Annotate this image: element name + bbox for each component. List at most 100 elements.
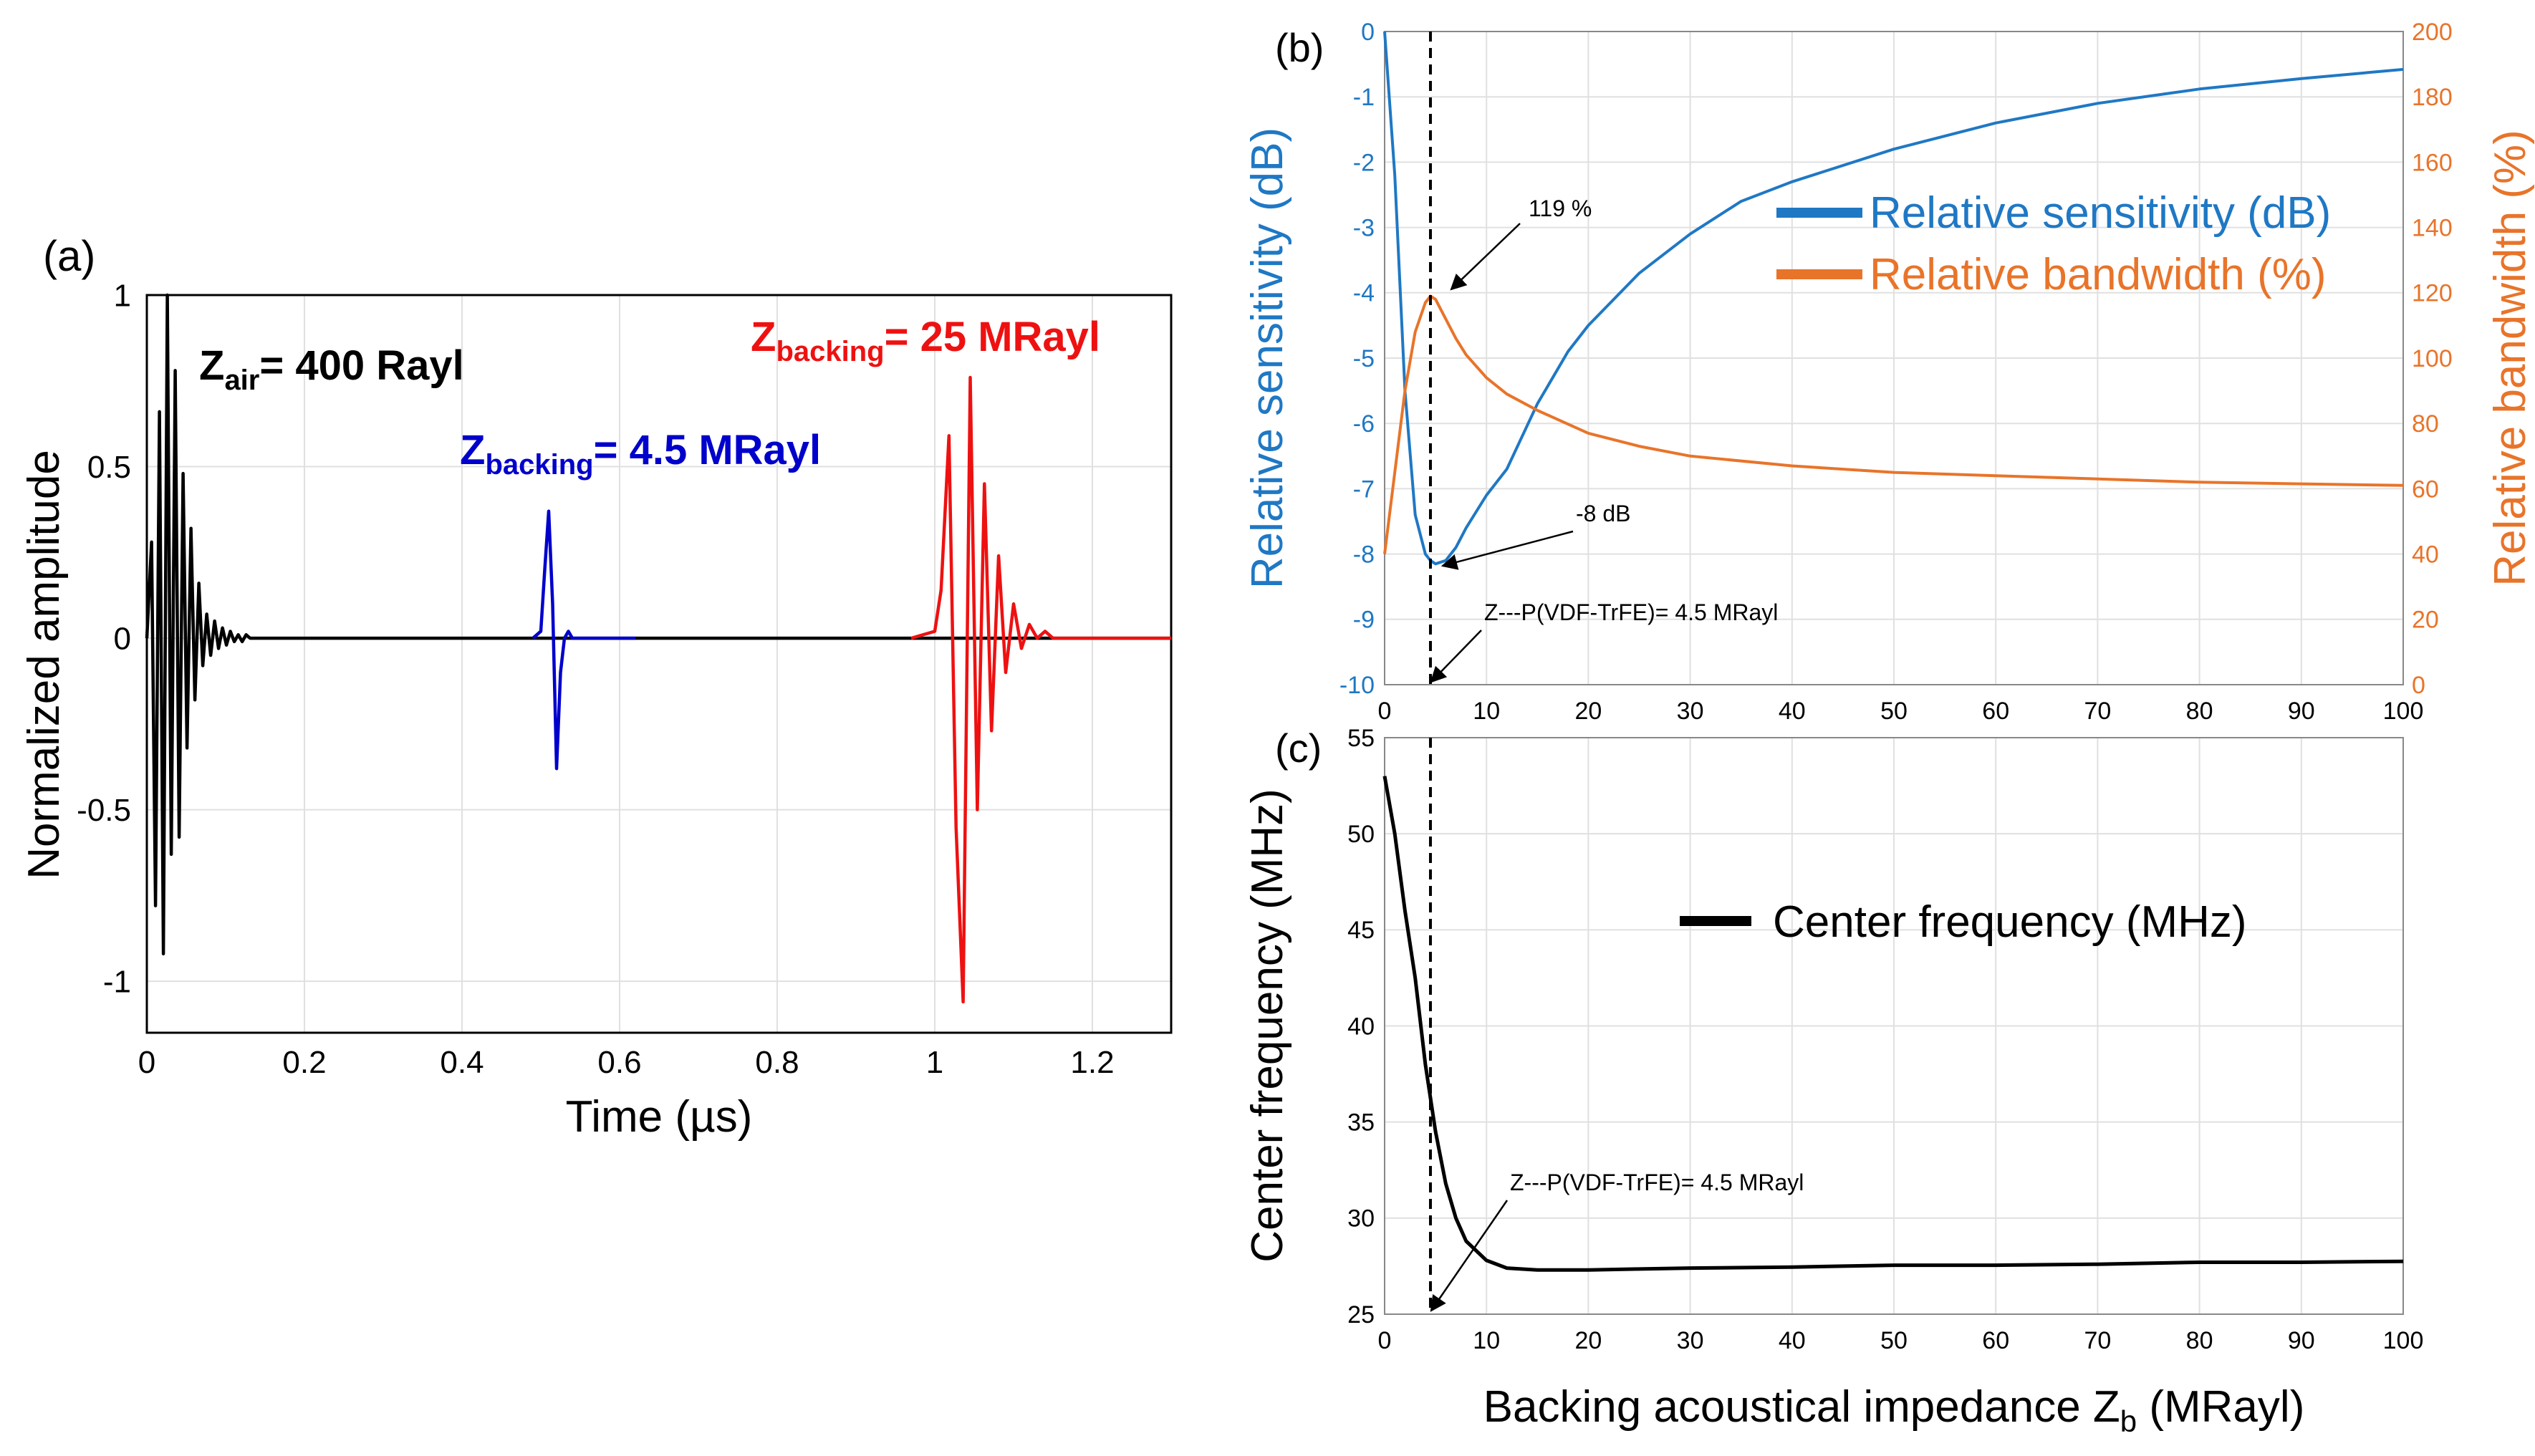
panel-b-ylabel-left: Relative sensitivity (dB): [1243, 127, 1292, 589]
y-right-tick-label: 0: [2412, 672, 2425, 699]
panel-a-label: (a): [43, 232, 95, 280]
y-tick-label: -5: [1353, 345, 1375, 372]
x-tick-label: 70: [2084, 1327, 2111, 1354]
x-tick-label: 90: [2288, 698, 2315, 725]
y-tick-label: -4: [1353, 280, 1375, 307]
panel-b: 0 10 20 30 40 50 60 70 80 90 1000-1-2-3-4-5-6-7-8-…: [1243, 19, 2535, 725]
x-tick-label: 30: [1677, 1327, 1704, 1354]
y-tick-label: 40: [1347, 1013, 1375, 1040]
panel-c-ylabel: Center frequency (MHz): [1243, 789, 1292, 1263]
x-tick-label: 30: [1677, 698, 1704, 725]
y-tick-label: 50: [1347, 821, 1375, 848]
y-tick-label: 35: [1347, 1109, 1375, 1137]
annotation-pvdf-impedance-c-arrow: [1430, 1200, 1509, 1312]
annotation-z-backing-blue-main: Z: [460, 427, 485, 473]
panel-a-frame: [145, 294, 1173, 1034]
panel-a: 0 0.2 0.4 0.6 0.8 1 1.2 -1 -0.5 0 0.5 1 (a) Time (µ…: [19, 232, 1173, 1142]
annotation-z-backing-red-sub: backing: [776, 336, 884, 367]
annotation-pvdf-impedance-b-text: Z---P(VDF-TrFE)= 4.5 MRayl: [1484, 599, 1778, 625]
x-tick-label: 0.8: [755, 1045, 799, 1080]
x-tick-label: 0: [138, 1045, 155, 1080]
y-right-tick-label: 140: [2412, 215, 2453, 242]
x-tick-label: 0: [1378, 698, 1392, 725]
y-tick-label: -8: [1353, 541, 1375, 569]
panel-b-ylabel-right: Relative bandwidth (%): [2486, 130, 2535, 587]
annotation-z-air-sub: air: [224, 365, 259, 396]
series-line: [145, 293, 1171, 956]
legend-label-bandwidth: Relative bandwidth (%): [1870, 250, 2327, 299]
panel-c-legend: Center frequency (MHz): [1680, 897, 2247, 947]
panel-b-grid: [1384, 31, 2404, 685]
annotation-pvdf-impedance-b-arrow: [1430, 630, 1482, 683]
annotation-pvdf-impedance-b: Z---P(VDF-TrFE)= 4.5 MRayl: [1430, 599, 1778, 683]
y-right-tick-label: 80: [2412, 410, 2439, 438]
y-tick-label: 1: [114, 278, 131, 313]
y-right-tick-label: 160: [2412, 149, 2453, 176]
x-tick-label: 80: [2186, 1327, 2213, 1354]
y-tick-label: -9: [1353, 607, 1375, 634]
series-line: [1383, 294, 2404, 554]
y-tick-label: 30: [1347, 1205, 1375, 1233]
annotation-min-sensitivity-arrow: [1440, 530, 1574, 570]
panel-b-frame: [1384, 31, 2404, 685]
panel-a-xlabel: Time (µs): [566, 1092, 753, 1142]
panel-b-legend: Relative sensitivity (dB) Relative bandw…: [1776, 188, 2331, 299]
x-tick-label: 100: [2383, 1327, 2424, 1354]
x-tick-label: 20: [1574, 698, 1602, 725]
x-tick-label: 80: [2186, 698, 2213, 725]
x-tick-label: 60: [1982, 1327, 2009, 1354]
panel-a-ylabel: Normalized amplitude: [19, 450, 69, 879]
x-tick-label: 10: [1473, 1327, 1500, 1354]
x-tick-label: 0.2: [282, 1045, 326, 1080]
annotation-min-sensitivity-text: -8 dB: [1576, 501, 1630, 526]
y-tick-label: 0.5: [87, 450, 131, 485]
panel-b-ticks: 0 10 20 30 40 50 60 70 80 90 1000-1-2-3-4-5-6-7-8-…: [1339, 19, 2453, 725]
y-tick-label: 45: [1347, 917, 1375, 944]
annotation-z-backing-blue-rest: = 4.5 MRayl: [594, 427, 822, 473]
panel-c: 0 10 20 30 40 50 60 70 80 90 100 25 30 35 40 45 50 55 (c)…: [1243, 725, 2423, 1438]
x-tick-label: 1: [926, 1045, 943, 1080]
y-tick-label: -6: [1353, 410, 1375, 438]
x-tick-label: 20: [1574, 1327, 1602, 1354]
x-tick-label: 70: [2084, 698, 2111, 725]
y-tick-label: 0: [1361, 19, 1375, 46]
annotation-pvdf-impedance-c-text: Z---P(VDF-TrFE)= 4.5 MRayl: [1510, 1170, 1804, 1195]
y-right-tick-label: 100: [2412, 345, 2453, 372]
annotation-peak-bandwidth-arrow: [1450, 223, 1521, 291]
x-tick-label: 100: [2383, 698, 2424, 725]
annotation-z-air-rest: = 400 Rayl: [259, 342, 463, 389]
panel-c-frame: [1384, 737, 2404, 1315]
annotation-z-backing-blue: Zbacking= 4.5 MRayl: [460, 427, 821, 481]
x-tick-label: 0.6: [597, 1045, 641, 1080]
panel-c-grid: [1384, 737, 2404, 1315]
annotation-z-air: Zair= 400 Rayl: [199, 342, 464, 396]
annotation-peak-bandwidth: 119 %: [1450, 196, 1592, 291]
legend-label-sensitivity: Relative sensitivity (dB): [1870, 188, 2331, 238]
y-right-tick-label: 120: [2412, 280, 2453, 307]
panel-a-series: [145, 293, 1171, 1004]
series-line: [531, 509, 635, 771]
annotation-z-backing-red: Zbacking= 25 MRayl: [751, 314, 1100, 367]
x-tick-label: 90: [2288, 1327, 2315, 1354]
y-tick-label: -2: [1353, 149, 1375, 176]
panel-c-ticks: 0 10 20 30 40 50 60 70 80 90 100 25 30 35 40 45 50 55: [1347, 725, 2423, 1354]
annotation-z-air-main: Z: [199, 342, 224, 389]
panel-b-label: (b): [1275, 25, 1324, 70]
y-tick-label: -7: [1353, 476, 1375, 503]
y-tick-label: -10: [1339, 672, 1375, 699]
x-tick-label: 0.4: [440, 1045, 484, 1080]
y-right-tick-label: 200: [2412, 19, 2453, 46]
legend-label-center-frequency: Center frequency (MHz): [1773, 897, 2247, 947]
x-tick-label: 50: [1880, 698, 1908, 725]
y-tick-label: 0: [114, 621, 131, 656]
panel-a-grid: [146, 294, 1171, 1033]
panel-c-xlabel-unit: (MRayl): [2137, 1382, 2304, 1432]
x-tick-label: 10: [1473, 698, 1500, 725]
annotation-z-backing-red-main: Z: [751, 314, 776, 360]
panel-c-series: [1382, 776, 2404, 1272]
y-right-tick-label: 20: [2412, 607, 2439, 634]
y-tick-label: -0.5: [77, 793, 131, 828]
panel-b-series: [1383, 31, 2404, 566]
annotation-min-sensitivity: -8 dB: [1440, 501, 1630, 570]
